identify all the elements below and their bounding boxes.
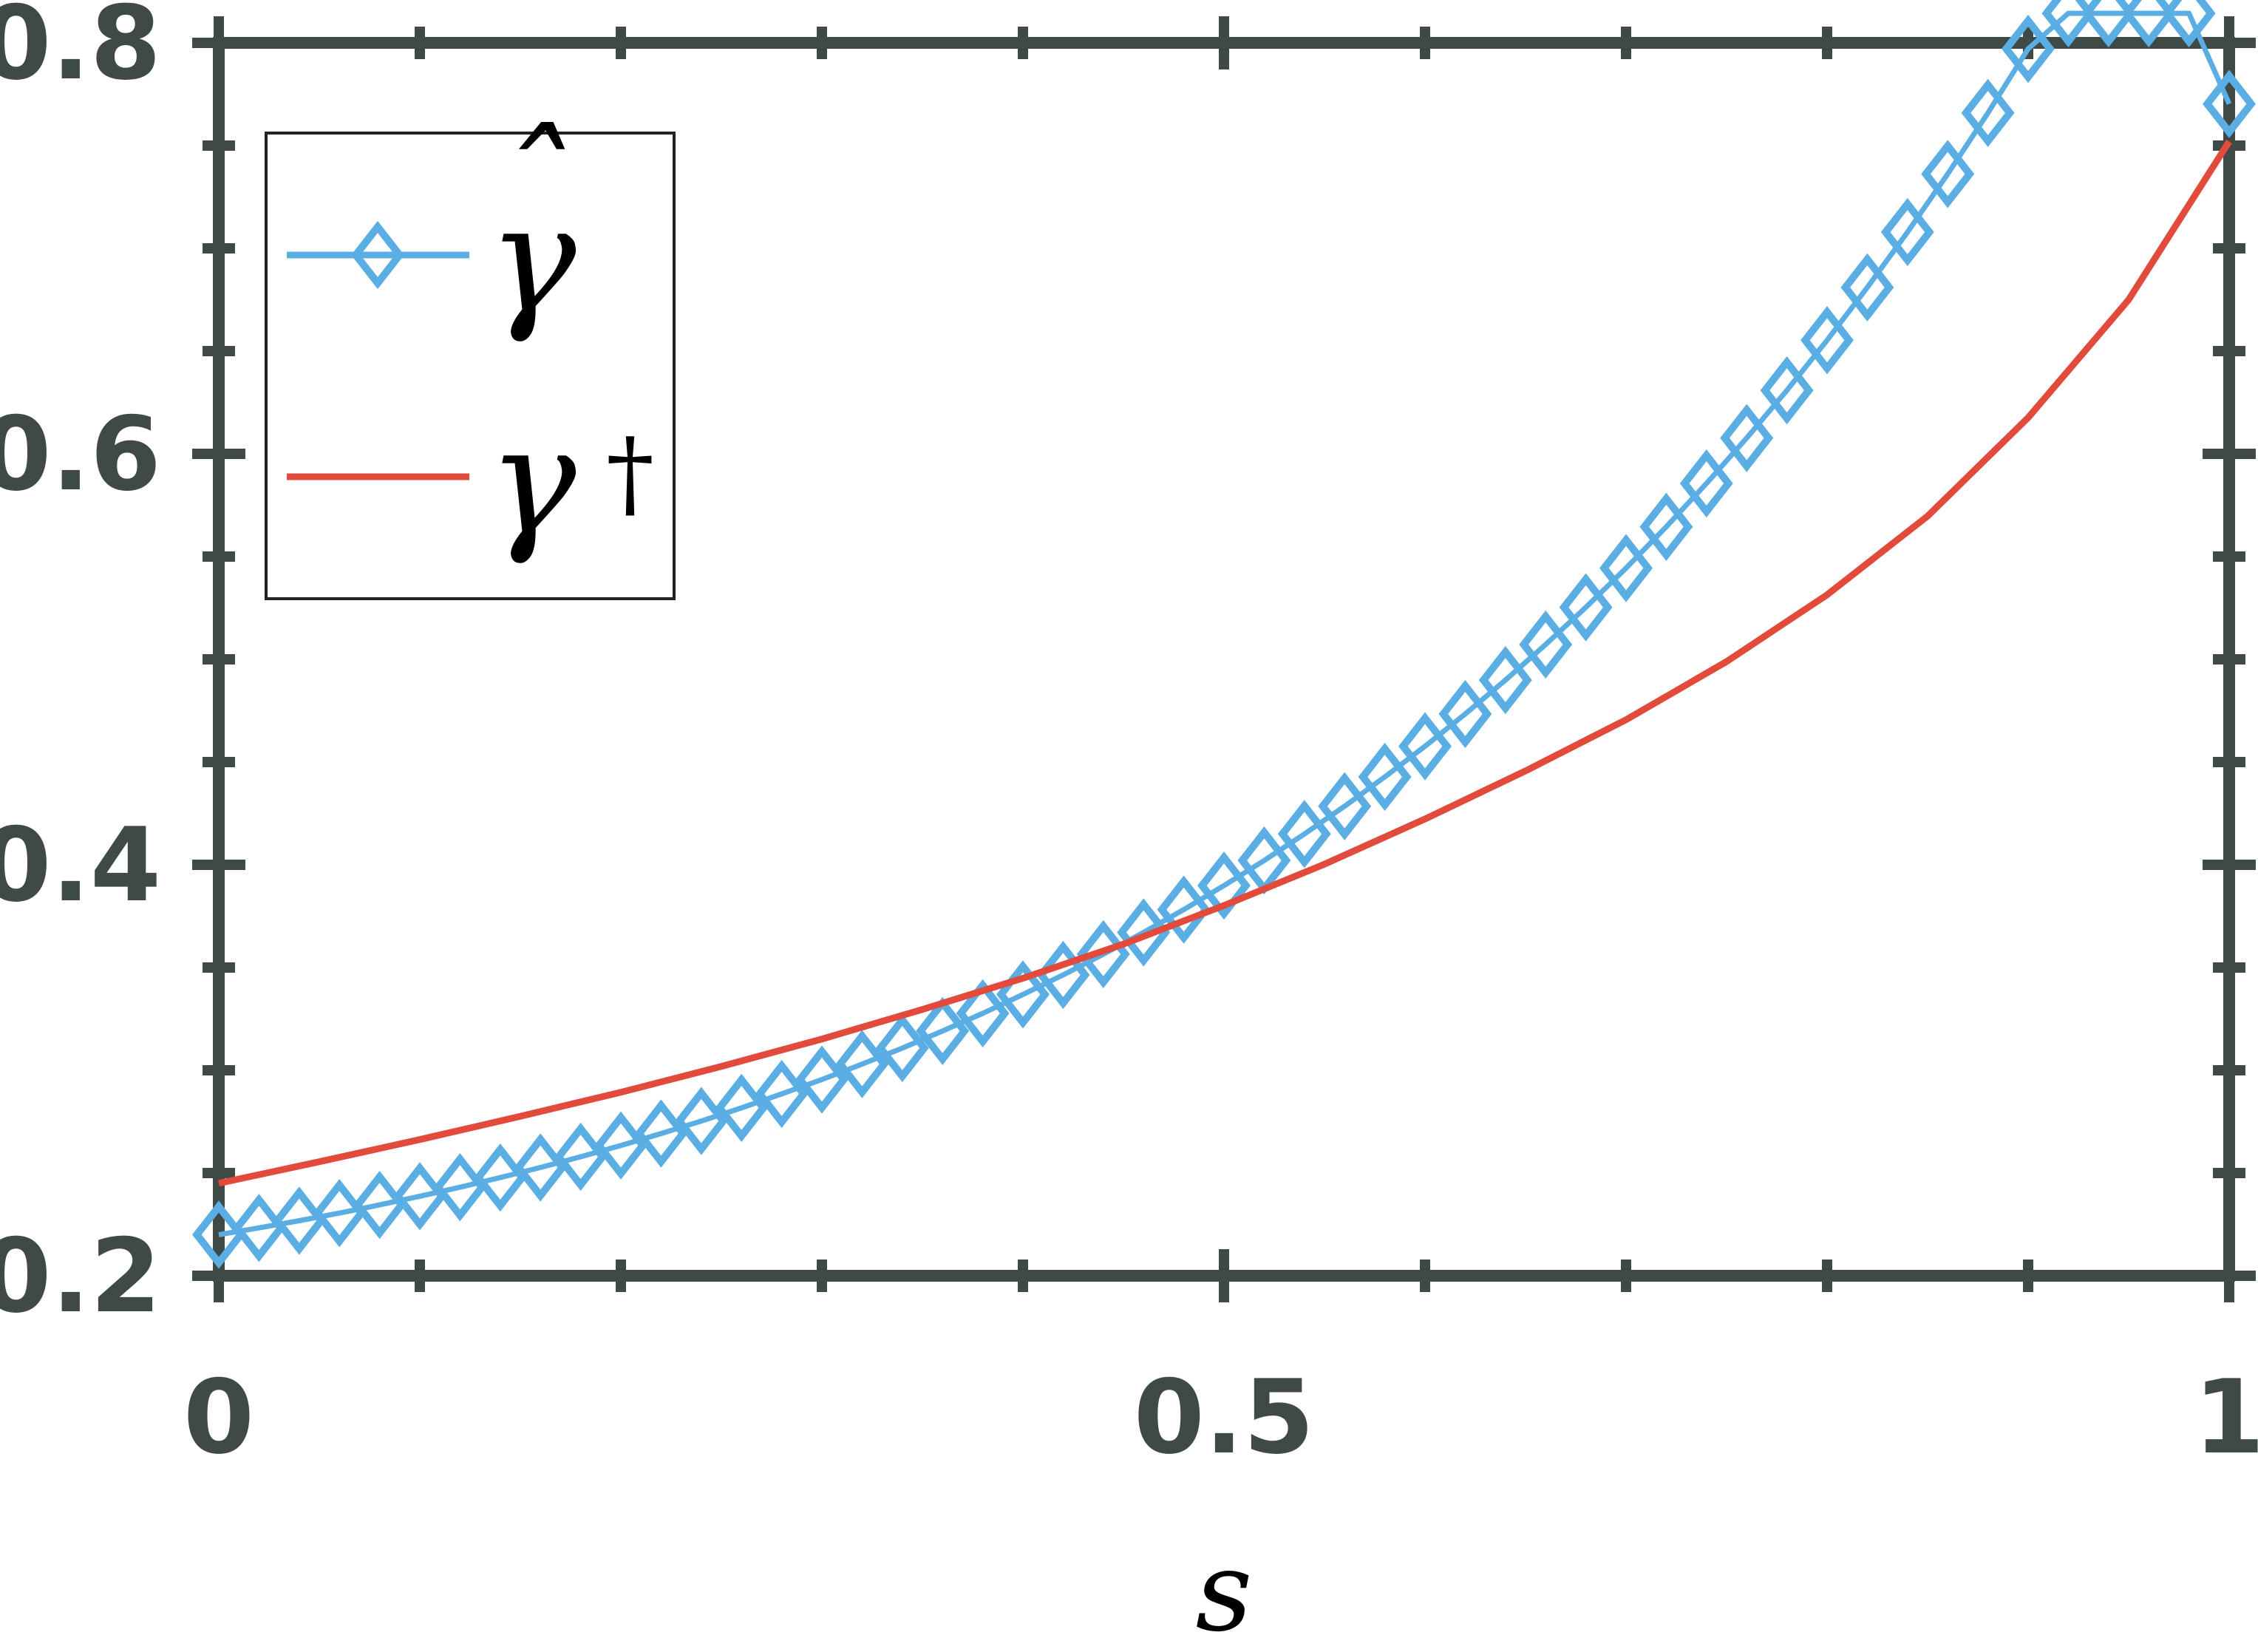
data-point-marker	[715, 1073, 769, 1143]
data-point-marker	[1921, 140, 1975, 208]
y-tick-label: 0.2	[0, 1217, 161, 1336]
data-point-marker	[1358, 742, 1412, 812]
data-point-marker	[514, 1133, 568, 1202]
legend-box	[265, 132, 676, 600]
data-point-marker	[1639, 492, 1693, 561]
plot-frame	[213, 37, 2235, 1282]
data-point-marker	[2162, 0, 2216, 48]
data-point-marker	[1117, 898, 1171, 967]
legend-superscript: †	[606, 417, 654, 529]
data-point-marker	[674, 1087, 728, 1155]
data-point-marker	[272, 1186, 326, 1255]
data-point-marker	[835, 1030, 889, 1098]
legend-accent: ˆ	[494, 103, 568, 276]
data-point-marker	[1559, 573, 1613, 642]
data-point-marker	[1961, 78, 2015, 147]
legend-label: γ	[488, 395, 577, 568]
data-point-marker	[1800, 306, 1854, 375]
x-tick-label: 0	[183, 1358, 254, 1477]
legend-item: γˆ	[287, 103, 577, 346]
data-point-marker	[1438, 679, 1492, 749]
data-point-marker	[875, 1013, 929, 1083]
y-tick-label: 0.6	[0, 395, 161, 514]
legend: γˆγ †	[265, 103, 676, 600]
data-point-marker	[1760, 356, 1814, 425]
data-point-marker	[1398, 712, 1452, 781]
x-tick-label: 1	[2194, 1358, 2258, 1477]
legend-label: γ	[488, 174, 577, 346]
data-point-marker	[1157, 875, 1211, 944]
data-point-marker	[594, 1111, 647, 1180]
data-point-marker	[755, 1059, 809, 1129]
data-point-marker	[351, 220, 404, 290]
data-point-marker	[1720, 404, 1774, 472]
series-layer	[192, 0, 2256, 1269]
data-point-marker	[1599, 534, 1653, 602]
data-point-marker	[1197, 851, 1251, 920]
x-axis-label: s	[1196, 1528, 1253, 1652]
data-point-marker	[232, 1194, 286, 1262]
data-point-marker	[554, 1122, 608, 1192]
data-point-marker	[1840, 253, 1894, 322]
series-line	[218, 140, 2232, 1187]
data-point-marker	[1318, 772, 1372, 840]
data-point-marker	[1519, 610, 1573, 679]
series-line	[218, 10, 2232, 1237]
data-point-marker	[916, 996, 970, 1066]
data-point-marker	[2203, 69, 2256, 138]
data-point-marker	[1478, 645, 1532, 715]
y-tick-label: 0.8	[0, 0, 161, 103]
data-point-marker	[956, 979, 1010, 1048]
data-point-marker	[1036, 940, 1090, 1010]
data-point-marker	[1679, 449, 1733, 518]
data-point-marker	[634, 1099, 688, 1168]
data-point-marker	[192, 1200, 245, 1269]
series-gamma-hat	[192, 0, 2256, 1269]
data-point-marker	[1277, 800, 1331, 869]
y-tick-label: 0.4	[0, 806, 161, 925]
data-point-marker	[2041, 0, 2095, 48]
data-point-marker	[2122, 0, 2176, 48]
data-point-marker	[2081, 0, 2135, 48]
x-tick-label: 0.5	[1134, 1358, 1314, 1477]
series-gamma-dagger	[218, 140, 2232, 1187]
legend-item: γ †	[287, 395, 654, 568]
tick-labels: 0 0.5 1 0.2 0.4 0.6 0.8	[0, 0, 2258, 1477]
data-point-marker	[795, 1045, 849, 1114]
data-point-marker	[1880, 197, 1934, 267]
data-point-marker	[2002, 14, 2055, 84]
